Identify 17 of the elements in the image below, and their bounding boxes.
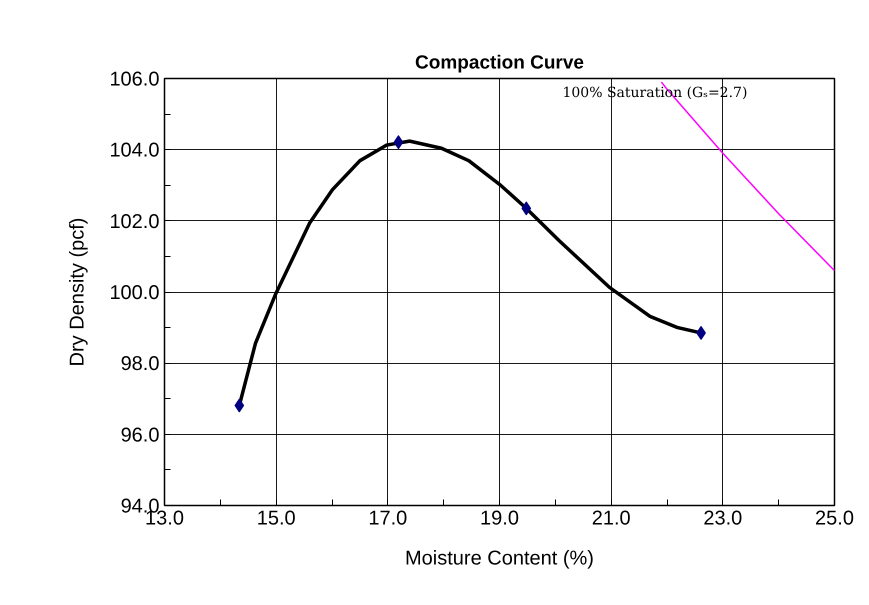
x-tick-label: 23.0 <box>703 508 742 530</box>
y-tick-label: 102.0 <box>109 210 160 233</box>
x-tick-label: 19.0 <box>480 508 519 530</box>
x-tick-label: 21.0 <box>592 508 631 530</box>
x-axis-title: Moisture Content (%) <box>405 548 594 570</box>
x-tick-label: 15.0 <box>256 508 296 530</box>
chart-title: Compaction Curve <box>415 52 584 74</box>
point <box>234 398 244 413</box>
y-tick-label: 106.0 <box>109 68 160 90</box>
x-tick-label: 25.0 <box>815 508 854 530</box>
point <box>521 201 532 216</box>
y-tick-label: 104.0 <box>109 140 160 162</box>
x-tick-label: 17.0 <box>368 508 408 530</box>
y-tick-label: 96.0 <box>120 424 160 446</box>
y-axis-title: Dry Density (pcf) <box>66 218 88 366</box>
y-tick-label: 98.0 <box>120 353 160 376</box>
y-tick-label: 100.0 <box>109 282 160 304</box>
